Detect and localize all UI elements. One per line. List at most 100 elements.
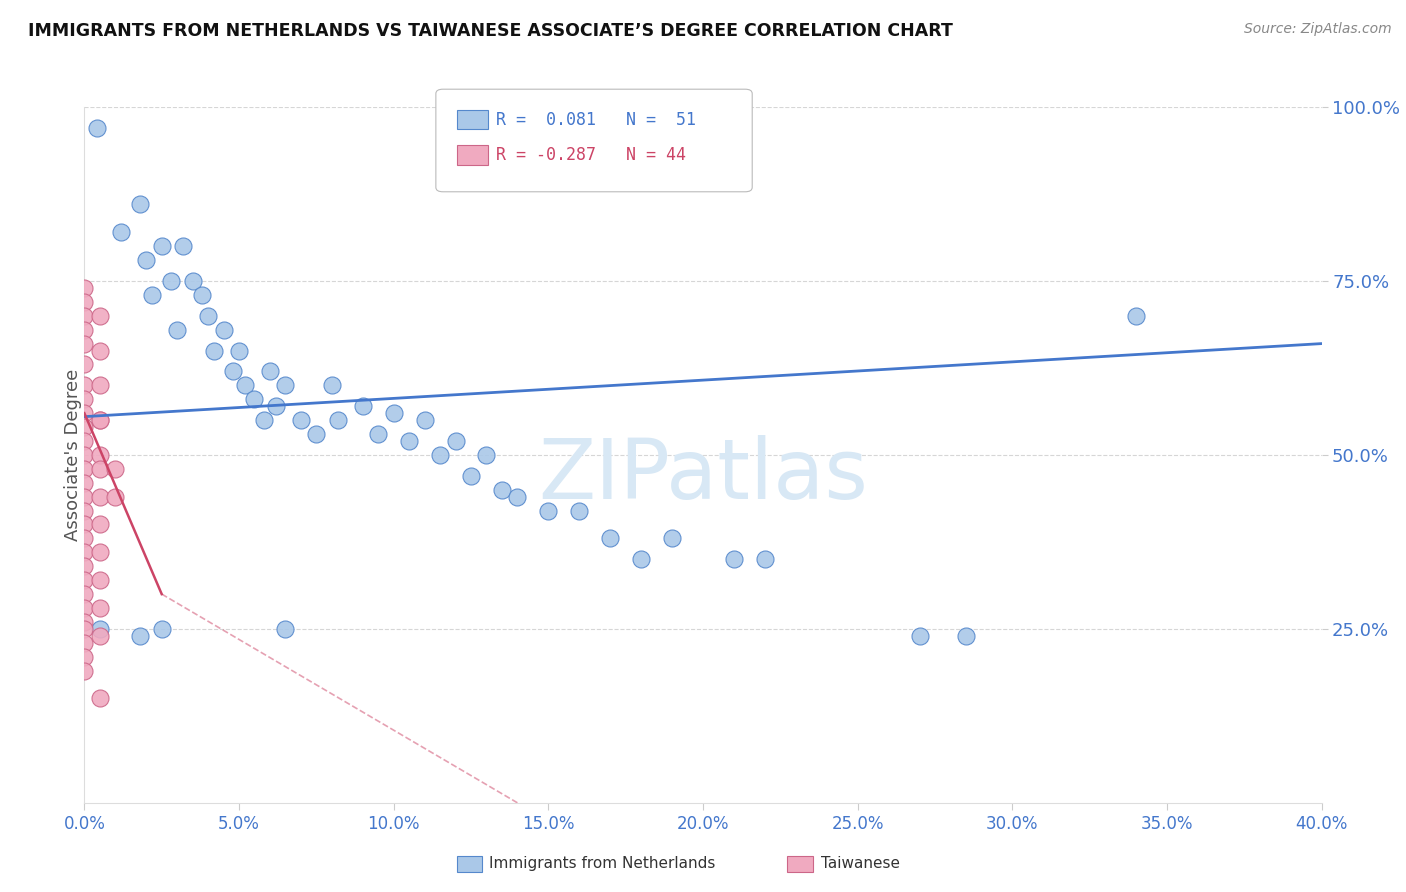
Point [73,622,96,636]
Point [73,309,96,323]
Point [305,427,328,442]
Point [661,532,683,546]
Point [129,197,152,211]
Point [89,462,111,476]
Point [908,629,931,643]
Point [73,420,96,434]
Point [73,636,96,650]
Text: Taiwanese: Taiwanese [821,856,900,871]
Point [73,448,96,462]
Point [537,503,560,517]
Point [86,120,108,135]
Point [243,392,266,407]
Point [73,462,96,476]
Point [413,413,436,427]
Point [160,274,183,288]
Point [89,573,111,587]
Point [135,253,157,268]
Point [444,434,467,448]
Point [228,343,250,358]
Point [73,406,96,420]
Point [367,427,389,442]
Point [89,691,111,706]
Point [321,378,343,392]
Text: ZIPatlas: ZIPatlas [538,435,868,516]
Point [630,552,652,566]
Point [73,517,96,532]
Point [89,545,111,559]
Point [73,503,96,517]
Text: Immigrants from Netherlands: Immigrants from Netherlands [489,856,716,871]
Point [955,629,977,643]
Point [73,294,96,309]
Point [89,378,111,392]
Point [73,664,96,678]
Point [429,448,451,462]
Point [326,413,349,427]
Point [89,622,111,636]
Text: R =  0.081   N =  51: R = 0.081 N = 51 [496,111,696,128]
Point [73,559,96,574]
Point [73,573,96,587]
Point [89,517,111,532]
Point [754,552,776,566]
Point [73,281,96,295]
Point [172,239,194,253]
Point [460,468,482,483]
Point [89,601,111,615]
Point [73,490,96,504]
Point [89,413,111,427]
Point [73,475,96,490]
Point [73,323,96,337]
Y-axis label: Associate's Degree: Associate's Degree [65,368,82,541]
Point [274,378,297,392]
Point [89,309,111,323]
Point [73,434,96,448]
Point [73,587,96,601]
Point [73,336,96,351]
Point [141,288,163,302]
Point [290,413,312,427]
Text: IMMIGRANTS FROM NETHERLANDS VS TAIWANESE ASSOCIATE’S DEGREE CORRELATION CHART: IMMIGRANTS FROM NETHERLANDS VS TAIWANESE… [28,22,953,40]
Point [104,462,127,476]
Point [233,378,256,392]
Point [259,364,281,378]
Point [491,483,513,497]
Point [73,601,96,615]
Point [73,649,96,664]
Text: R = -0.287   N = 44: R = -0.287 N = 44 [496,146,686,164]
Point [150,622,173,636]
Point [599,532,621,546]
Point [475,448,498,462]
Point [222,364,245,378]
Point [264,399,287,413]
Point [89,490,111,504]
Point [104,490,127,504]
Point [202,343,225,358]
Point [398,434,420,448]
Point [506,490,529,504]
Point [150,239,173,253]
Point [1125,309,1147,323]
Point [212,323,235,337]
Point [197,309,219,323]
Point [89,413,111,427]
Point [723,552,745,566]
Text: Source: ZipAtlas.com: Source: ZipAtlas.com [1244,22,1392,37]
Point [73,392,96,407]
Point [89,629,111,643]
Point [73,615,96,629]
Point [89,448,111,462]
Point [110,225,132,239]
Point [191,288,214,302]
Point [73,545,96,559]
Point [129,629,152,643]
Point [73,358,96,372]
Point [166,323,188,337]
Point [274,622,297,636]
Point [382,406,405,420]
Point [352,399,374,413]
Point [73,532,96,546]
Point [181,274,204,288]
Point [568,503,591,517]
